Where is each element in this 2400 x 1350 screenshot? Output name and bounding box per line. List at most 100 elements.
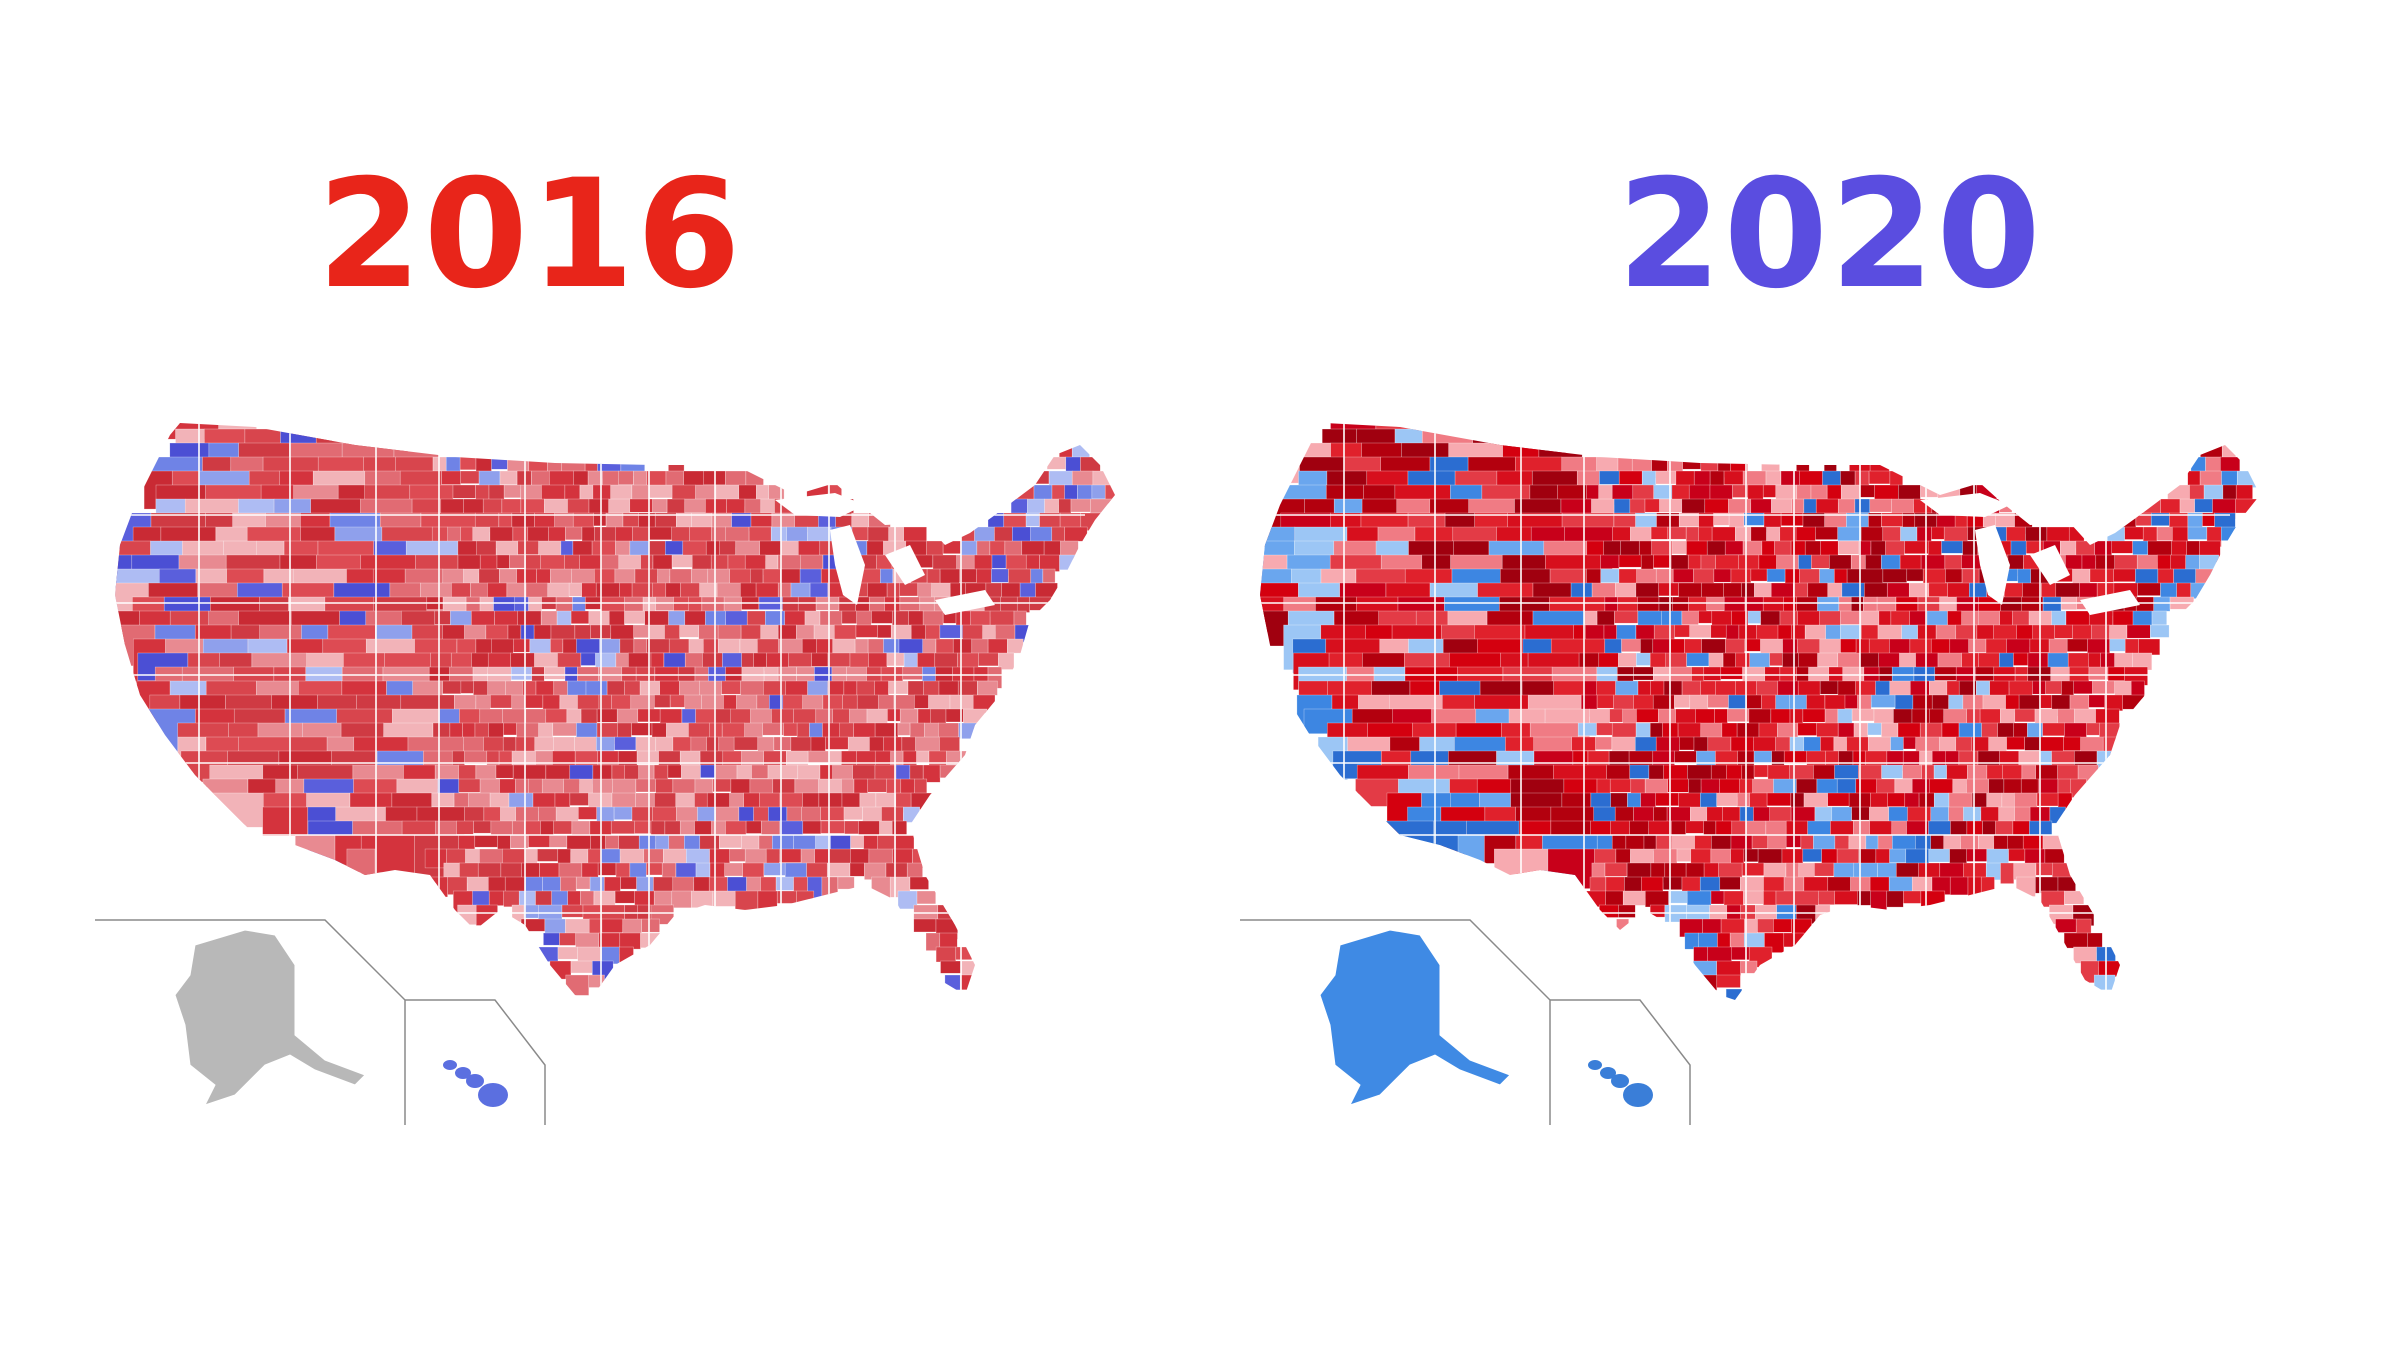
county-region [458,778,481,793]
county-region [1891,820,1907,836]
county-region [1716,974,1741,988]
county-region [1681,610,1699,626]
county-region [472,526,491,543]
county-region [545,708,568,724]
county-region [491,456,508,470]
county-region [1071,442,1090,459]
county-region [1000,596,1018,614]
county-region [977,680,998,696]
county-region [1913,666,1936,682]
county-region [1686,652,1710,667]
county-region [1762,484,1777,498]
county-region [2020,778,2039,794]
county-region [2040,890,2065,908]
county-region [1929,680,1948,696]
county-region [1903,890,1922,904]
county-region [2055,918,2077,933]
county-region [1945,568,1963,583]
county-region [2089,568,2114,583]
county-region [431,792,455,807]
county-region [633,624,649,638]
county-region [1780,470,1800,486]
county-region [1747,610,1761,624]
county-region [1676,848,1692,862]
county-region [1260,610,1289,647]
county-region [790,736,812,753]
county-region [1679,736,1695,751]
county-region [858,820,880,836]
county-region [512,764,526,782]
county-region [1689,624,1712,638]
county-region [1612,526,1631,542]
county-region [544,666,566,680]
county-region [1767,834,1787,850]
county-region [556,610,572,627]
county-region [667,764,682,779]
county-region [550,638,564,653]
county-region [1837,540,1860,555]
county-region [620,876,637,890]
county-region [874,764,897,782]
county-region [1902,764,1922,779]
county-region [533,624,552,640]
county-region [1735,526,1752,543]
county-region [1058,498,1072,514]
county-region [689,526,712,543]
county-region [503,722,517,736]
county-region [671,554,693,568]
county-region [2024,736,2041,751]
county-region [1816,722,1839,738]
county-region [2063,932,2088,949]
county-region [1915,834,1931,850]
inset-frame-alaska [1240,919,1551,1125]
county-region [1817,652,1838,668]
county-region [1841,582,1865,598]
county-region [898,638,924,655]
county-region [559,932,576,946]
county-region [1796,778,1818,796]
county-region [671,890,692,909]
county-region [1814,862,1835,877]
county-region [1948,806,1964,822]
county-region [841,750,857,767]
county-region [2179,498,2195,513]
county-region [820,820,845,834]
county-region [1939,596,1957,612]
county-region [649,526,672,541]
county-region [1813,834,1836,851]
county-region [827,680,845,696]
county-region [2126,624,2151,639]
county-region [2014,708,2036,723]
county-region [736,694,758,710]
county-region [624,610,645,625]
county-region [673,596,689,611]
county-region [2122,694,2145,710]
counties-layer [115,423,1115,996]
county-region [763,680,786,697]
county-region [1751,834,1769,849]
county-region [1070,498,1091,513]
county-region [1840,610,1862,625]
alaska-shape [174,929,366,1106]
great-lake [2030,545,2070,585]
county-region [1605,876,1625,893]
county-region [1604,596,1618,613]
county-region [1949,876,1969,896]
county-region [2006,526,2026,542]
county-region [1870,694,1896,708]
county-region [1599,904,1619,918]
county-region [1746,694,1762,709]
county-region [1750,568,1768,582]
county-region [989,540,1006,556]
county-region [1807,820,1831,837]
county-region [488,890,504,906]
hawaii-island [478,1083,508,1107]
county-region [772,778,796,795]
county-region [700,764,716,778]
great-lake [1975,525,2010,605]
county-region [800,848,815,866]
county-region [2064,722,2087,740]
county-region [942,540,961,554]
county-map-2016 [95,405,1215,1125]
county-region [1741,764,1755,780]
